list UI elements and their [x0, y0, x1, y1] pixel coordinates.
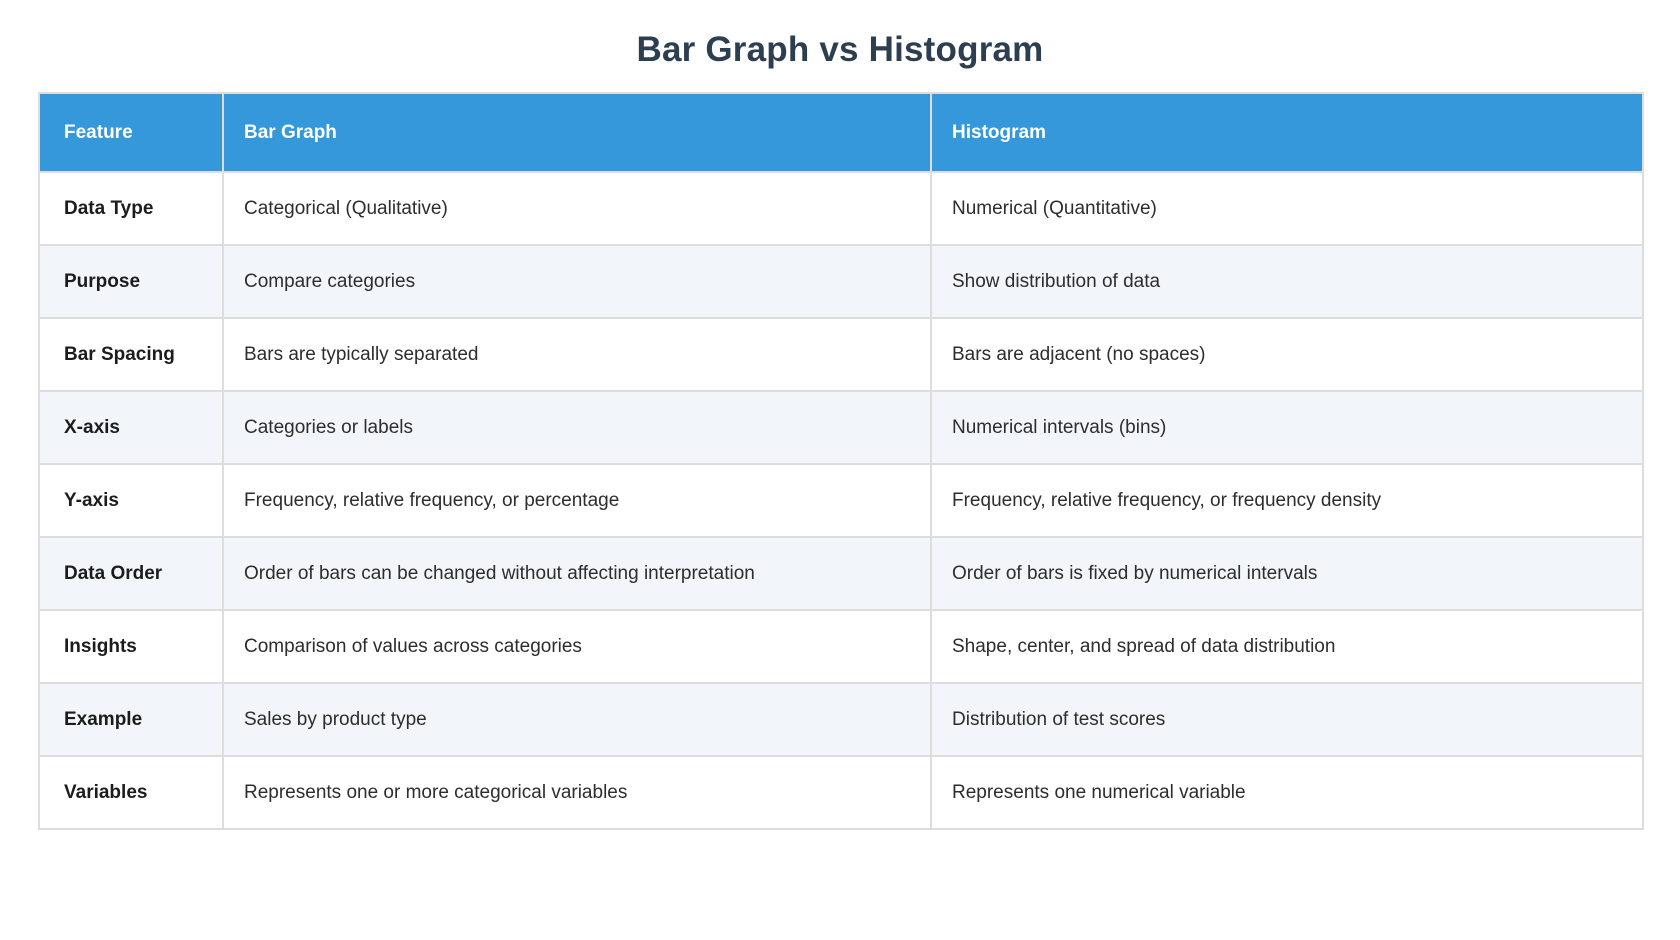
feature-label: Insights	[38, 609, 224, 684]
table-row-variables: Variables Represents one or more categor…	[38, 755, 1644, 830]
feature-label: X-axis	[38, 390, 224, 465]
table-row-data-type: Data Type Categorical (Qualitative) Nume…	[38, 171, 1644, 246]
table-row-bar-spacing: Bar Spacing Bars are typically separated…	[38, 317, 1644, 392]
histogram-value: Numerical intervals (bins)	[930, 390, 1644, 465]
table-row-example: Example Sales by product type Distributi…	[38, 682, 1644, 757]
histogram-value: Numerical (Quantitative)	[930, 171, 1644, 246]
histogram-value: Order of bars is fixed by numerical inte…	[930, 536, 1644, 611]
bar-graph-value: Order of bars can be changed without aff…	[222, 536, 932, 611]
feature-label: Example	[38, 682, 224, 757]
histogram-value: Shape, center, and spread of data distri…	[930, 609, 1644, 684]
feature-label: Data Type	[38, 171, 224, 246]
column-header-histogram: Histogram	[930, 92, 1644, 173]
bar-graph-value: Bars are typically separated	[222, 317, 932, 392]
histogram-value: Bars are adjacent (no spaces)	[930, 317, 1644, 392]
table-row-y-axis: Y-axis Frequency, relative frequency, or…	[38, 463, 1644, 538]
bar-graph-value: Represents one or more categorical varia…	[222, 755, 932, 830]
bar-graph-value: Categories or labels	[222, 390, 932, 465]
page-title: Bar Graph vs Histogram	[636, 30, 1044, 69]
feature-label: Data Order	[38, 536, 224, 611]
table-row-insights: Insights Comparison of values across cat…	[38, 609, 1644, 684]
bar-graph-value: Categorical (Qualitative)	[222, 171, 932, 246]
histogram-value: Represents one numerical variable	[930, 755, 1644, 830]
feature-label: Y-axis	[38, 463, 224, 538]
feature-label: Variables	[38, 755, 224, 830]
table-header-row: Feature Bar Graph Histogram	[38, 92, 1644, 173]
table-row-data-order: Data Order Order of bars can be changed …	[38, 536, 1644, 611]
bar-graph-value: Frequency, relative frequency, or percen…	[222, 463, 932, 538]
bar-graph-value: Comparison of values across categories	[222, 609, 932, 684]
histogram-value: Show distribution of data	[930, 244, 1644, 319]
bar-graph-value: Sales by product type	[222, 682, 932, 757]
comparison-table: Feature Bar Graph Histogram Data Type Ca…	[38, 92, 1644, 830]
histogram-value: Distribution of test scores	[930, 682, 1644, 757]
column-header-feature: Feature	[38, 92, 224, 173]
histogram-value: Frequency, relative frequency, or freque…	[930, 463, 1644, 538]
feature-label: Bar Spacing	[38, 317, 224, 392]
feature-label: Purpose	[38, 244, 224, 319]
table-row-x-axis: X-axis Categories or labels Numerical in…	[38, 390, 1644, 465]
bar-graph-value: Compare categories	[222, 244, 932, 319]
column-header-bar-graph: Bar Graph	[222, 92, 932, 173]
table-row-purpose: Purpose Compare categories Show distribu…	[38, 244, 1644, 319]
